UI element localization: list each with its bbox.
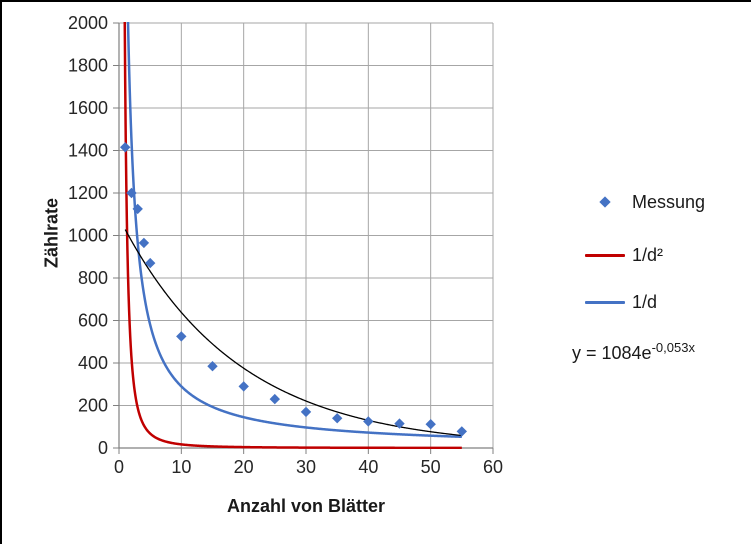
data-point (176, 331, 187, 342)
data-point (207, 361, 218, 372)
legend-item-1-d: 1/d (585, 291, 657, 313)
svg-text:10: 10 (171, 457, 191, 477)
trendline-equation: y = 1084e-0,053x (572, 340, 695, 364)
curve-series-2 (126, 22, 462, 439)
legend-item-messung: Messung (585, 191, 705, 213)
legend-marker-box (585, 196, 625, 208)
svg-text:40: 40 (358, 457, 378, 477)
svg-text:600: 600 (78, 311, 108, 331)
svg-text:60: 60 (483, 457, 503, 477)
svg-text:30: 30 (296, 457, 316, 477)
svg-text:1800: 1800 (68, 56, 108, 76)
svg-text:1400: 1400 (68, 141, 108, 161)
svg-text:2000: 2000 (68, 13, 108, 33)
svg-text:1200: 1200 (68, 183, 108, 203)
axis-ticks (113, 22, 494, 454)
y-tick-labels: 0 200 400 600 800 1000 1200 1400 1600 1800 2000 (68, 13, 108, 458)
blue-line-swatch-icon (585, 300, 625, 304)
svg-text:0: 0 (98, 438, 108, 458)
svg-text:1600: 1600 (68, 98, 108, 118)
svg-text:800: 800 (78, 268, 108, 288)
svg-text:50: 50 (421, 457, 441, 477)
svg-text:0: 0 (114, 457, 124, 477)
data-point (300, 406, 312, 418)
legend-marker-box (585, 253, 625, 257)
gridlines (119, 22, 494, 448)
data-point (238, 381, 249, 392)
trendline-curve (124, 229, 462, 437)
red-line-swatch-icon (585, 253, 625, 257)
data-point (456, 426, 467, 437)
data-point (269, 393, 280, 405)
x-axis-title: Anzahl von Blätter (226, 496, 386, 516)
data-point (332, 413, 343, 424)
data-point (126, 187, 137, 199)
data-point (145, 257, 156, 269)
curve-series-1 (123, 22, 462, 449)
legend-label-1-d: 1/d (632, 291, 658, 312)
legend-label-1-d2: 1/d² (632, 244, 664, 265)
y-axis-title: Zählrate (41, 197, 62, 269)
legend-label-messung: Messung (632, 191, 706, 212)
data-point (363, 416, 374, 427)
data-point (425, 419, 436, 430)
svg-text:20: 20 (234, 457, 254, 477)
equation-exponent: -0,053x (651, 340, 695, 355)
data-point (120, 142, 131, 153)
diamond-marker-icon (599, 196, 611, 208)
data-point (132, 203, 143, 215)
legend-item-1-d2: 1/d² (585, 244, 663, 266)
svg-text:400: 400 (78, 353, 108, 373)
scatter-points-messung (120, 142, 467, 437)
data-point (394, 418, 405, 429)
svg-text:200: 200 (78, 396, 108, 416)
legend-marker-box (585, 300, 625, 304)
x-tick-labels: 0 10 20 30 40 50 60 (114, 457, 503, 477)
data-point (138, 237, 150, 249)
svg-text:1000: 1000 (68, 226, 108, 246)
equation-base: y = 1084e (572, 343, 652, 363)
